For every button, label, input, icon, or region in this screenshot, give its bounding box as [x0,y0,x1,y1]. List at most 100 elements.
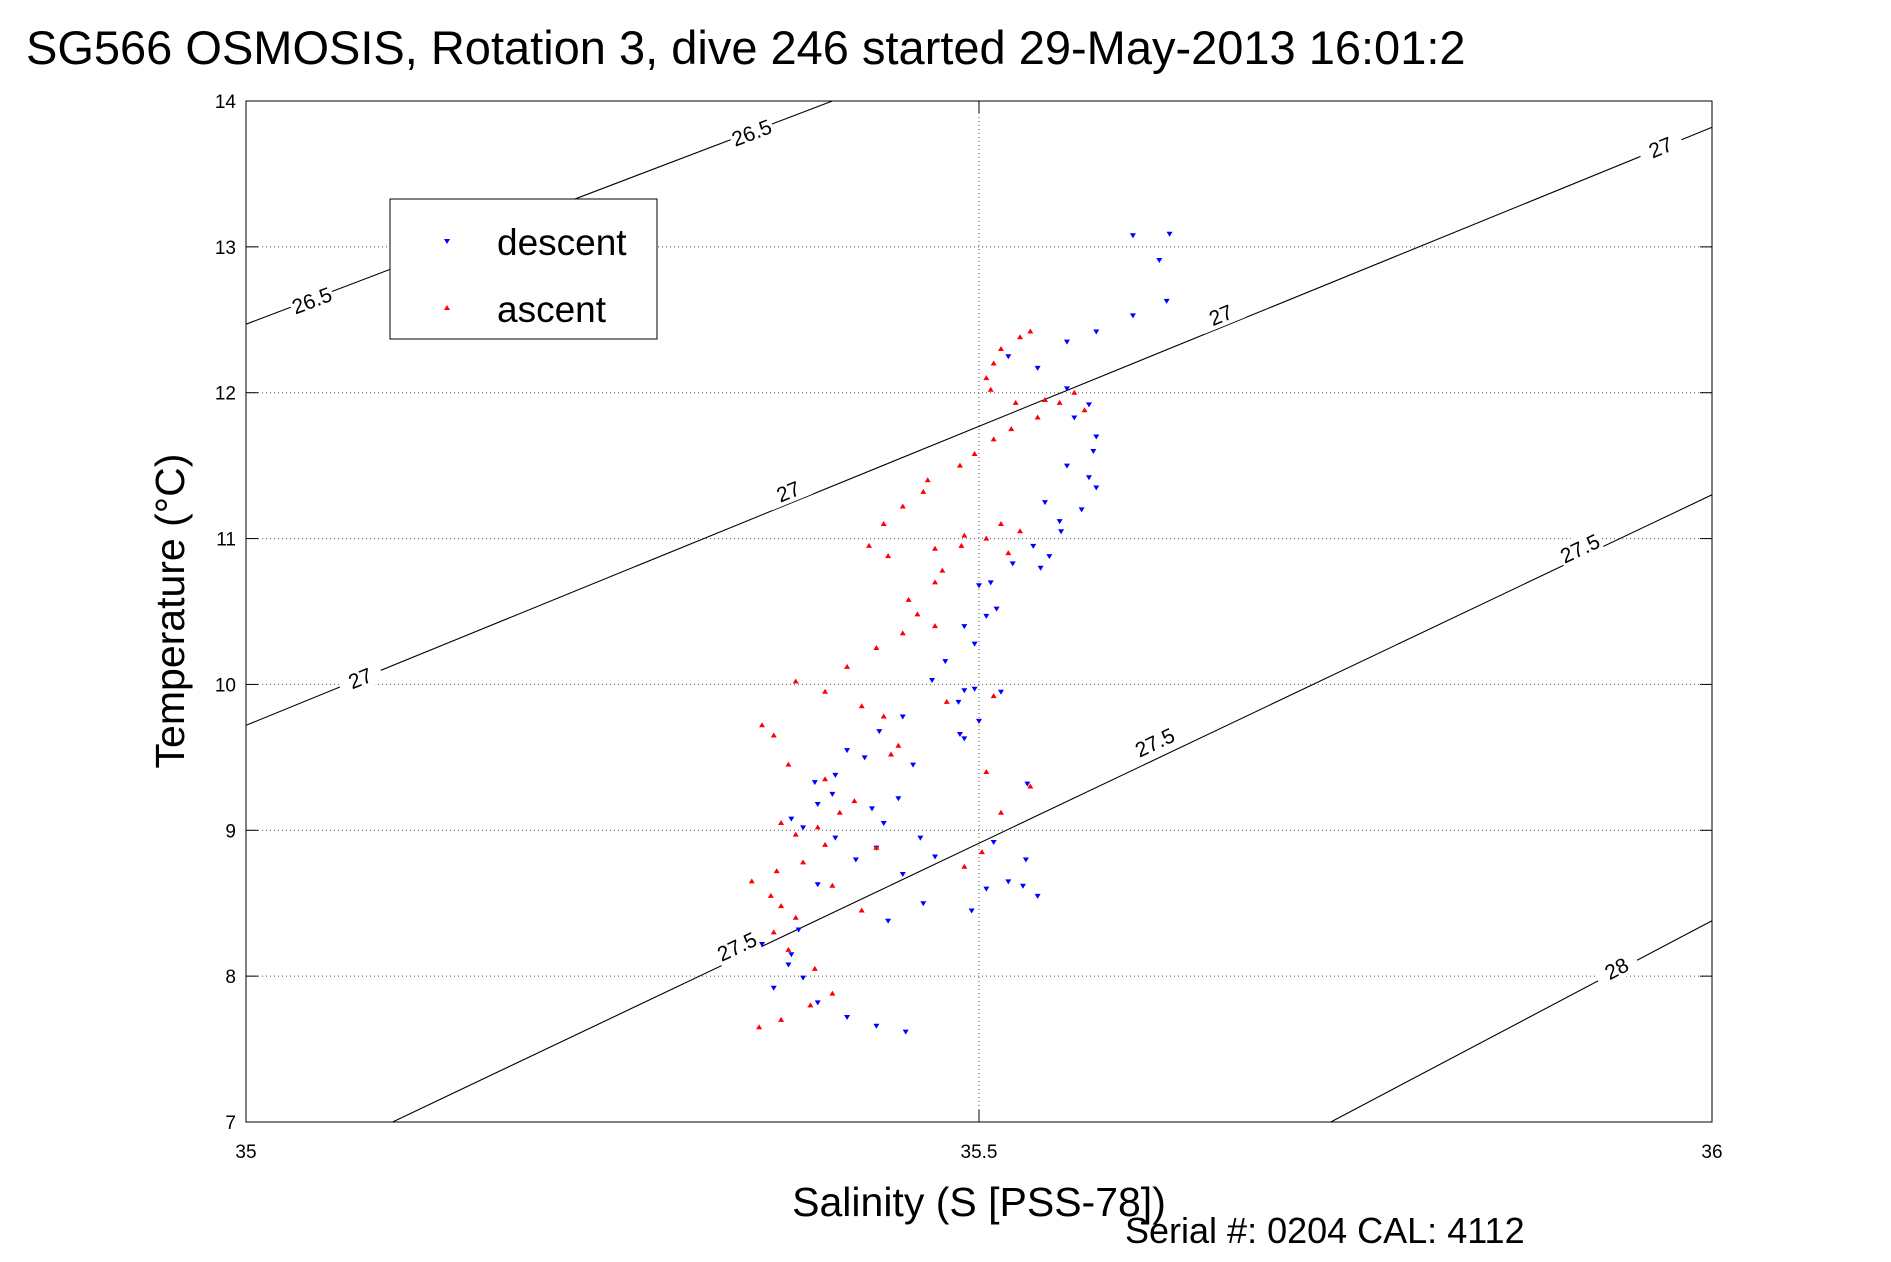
ascent-point [785,761,792,767]
ascent-point [895,742,902,748]
ascent-point [829,990,836,996]
descent-point [852,857,859,863]
descent-point [983,886,990,892]
descent-point [961,688,968,694]
ascent-point [1034,414,1041,420]
density-contour-line [246,126,1712,726]
density-contour-line [392,494,1712,1122]
ascent-point [792,831,799,837]
legend-label-ascent: ascent [497,289,607,330]
descent-point [1005,354,1012,360]
descent-point [976,718,982,724]
ascent-point [792,914,799,920]
ascent-point [858,703,865,709]
ascent-point [770,732,777,738]
ascent-point [1017,528,1024,534]
descent-point [1056,519,1063,525]
descent-point [1093,485,1100,491]
ascent-point [899,503,906,509]
ascent-point [756,1024,763,1030]
descent-point [788,816,795,822]
ascent-point [880,713,887,719]
contour-label-background [286,280,337,319]
descent-point [993,606,1000,612]
ascent-point [748,878,755,884]
descent-point [1071,415,1078,421]
ascent-point [932,545,939,551]
ascent-point [961,532,968,538]
ascent-point [932,623,939,629]
descent-point [814,1000,821,1006]
ascent-point [770,929,777,935]
descent-point [811,780,818,786]
ascent-point [920,488,927,494]
ascent-point [778,903,785,909]
descent-point [1093,434,1100,440]
descent-point [1090,449,1097,455]
ascent-point [1017,334,1024,340]
descent-point [1063,463,1070,469]
descent-point [929,678,936,684]
x-tick-label: 35 [235,1142,256,1163]
ascent-point [983,375,990,381]
contour-label-background [711,925,762,967]
ascent-point [822,688,829,694]
descent-point [800,825,807,831]
ascent-point [983,535,990,541]
ascent-point [924,477,931,483]
ascent-point [836,809,843,815]
contour-label-background [1195,295,1246,334]
descent-point [917,835,924,841]
ascent-point [807,1002,814,1008]
descent-point [902,1029,909,1035]
descent-point [829,791,836,797]
y-tick-label: 10 [215,675,236,696]
descent-point [1156,257,1163,263]
descent-point [1085,475,1092,481]
chart-title: SG566 OSMOSIS, Rotation 3, dive 246 star… [26,21,1466,74]
contour-label-background [1554,527,1605,569]
descent-point [795,927,802,933]
ascent-point [888,751,895,757]
contour-label-background [335,658,385,698]
descent-point [800,975,807,981]
descent-point [899,714,906,720]
x-tick-label: 35.5 [961,1142,998,1163]
descent-point [814,802,821,808]
descent-point [932,854,939,860]
x-tick-label: 36 [1701,1142,1722,1163]
ascent-point [767,892,774,898]
y-tick-label: 7 [225,1113,236,1134]
ascent-point [943,698,950,704]
descent-point [1009,561,1016,567]
descent-point [868,806,875,812]
ascent-point [932,579,939,585]
descent-point [961,624,968,630]
ascent-point [829,882,836,888]
y-tick-label: 12 [215,384,236,405]
contour-label-background [726,113,777,152]
ascent-point [873,844,880,850]
ascent-point [987,386,994,392]
descent-point [861,755,868,761]
descent-point [987,580,994,586]
ascent-point [778,819,785,825]
ascent-point [1012,399,1019,405]
descent-point [832,835,839,841]
descent-point [1093,329,1100,335]
descent-point [1030,543,1037,549]
descent-point [814,882,821,888]
ascent-point [822,776,829,782]
descent-point [1034,365,1041,371]
descent-point [971,686,978,692]
y-tick-label: 11 [216,530,236,551]
serial-cal-label: Serial #: 0204 CAL: 4112 [1125,1210,1525,1251]
descent-point [976,583,982,589]
ascent-point [844,663,851,669]
ascent-point [800,859,807,865]
descent-point [1129,233,1136,239]
descent-point [832,772,839,778]
descent-point [1058,529,1065,535]
descent-point [899,872,906,878]
ascent-point [905,596,912,602]
